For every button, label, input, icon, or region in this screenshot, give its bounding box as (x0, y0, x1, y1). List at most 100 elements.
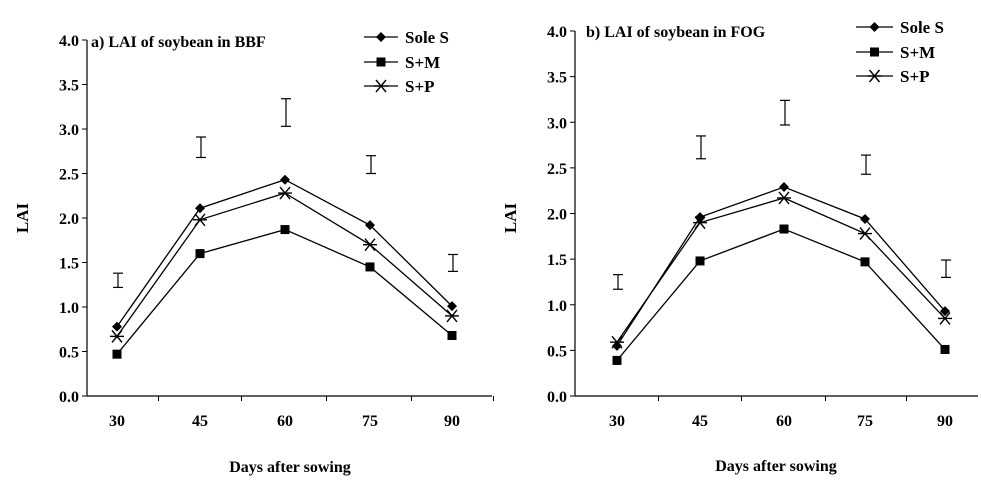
data-point (445, 309, 459, 323)
series-s-p (610, 191, 952, 349)
legend-marker (867, 69, 882, 83)
data-point (363, 238, 377, 252)
y-tick-label: 3.0 (59, 122, 79, 139)
legend-entry: S+P (856, 67, 930, 86)
series-s-m (612, 224, 950, 365)
legend-label: S+P (405, 77, 435, 96)
data-point (110, 329, 124, 343)
error-bar (113, 272, 123, 289)
y-tick-label: 0.0 (547, 389, 567, 406)
data-point (860, 213, 870, 224)
y-tick-label: 3.5 (547, 70, 567, 87)
x-tick-label: 90 (444, 413, 460, 430)
legend-label: Sole S (900, 18, 944, 37)
legend-entry: Sole S (364, 28, 449, 47)
y-tick-label: 1.0 (547, 298, 567, 315)
error-bar (780, 99, 790, 126)
data-point (777, 191, 791, 205)
data-point (280, 174, 290, 185)
data-point (938, 311, 952, 325)
data-point (610, 335, 624, 349)
y-axis-label: LAI (501, 203, 520, 234)
legend-marker (376, 57, 386, 67)
legend-marker (869, 22, 880, 32)
data-point (695, 256, 705, 266)
series-s-m (112, 225, 457, 359)
data-point (112, 349, 122, 359)
y-tick-label: 3.0 (547, 115, 567, 132)
x-tick-label: 30 (609, 413, 625, 430)
data-point (612, 355, 622, 365)
series-line (116, 228, 453, 355)
series-line (116, 192, 453, 337)
y-tick-label: 2.5 (59, 167, 79, 184)
y-tick-label: 0.5 (547, 343, 567, 360)
legend-entry: S+P (364, 77, 435, 96)
data-point (940, 344, 950, 354)
error-bar (281, 98, 291, 127)
data-point (365, 262, 375, 272)
series-s-p (110, 186, 459, 343)
y-tick-label: 1.5 (547, 252, 567, 269)
x-tick-label: 90 (937, 413, 953, 430)
x-tick-label: 60 (776, 413, 792, 430)
y-tick-label: 0.0 (59, 389, 79, 406)
x-tick-label: 60 (277, 413, 293, 430)
data-point (612, 340, 622, 351)
legend-entry: S+M (364, 53, 440, 72)
data-point (858, 227, 872, 241)
y-tick-label: 4.0 (547, 24, 567, 41)
series-line (116, 179, 453, 327)
x-axis-label: Days after sowing (229, 459, 350, 476)
data-point (365, 220, 375, 231)
legend-label: Sole S (405, 28, 449, 47)
error-bar (941, 259, 951, 278)
legend-label: S+P (900, 67, 930, 86)
y-tick-label: 2.5 (547, 161, 567, 178)
data-point (447, 301, 457, 312)
error-bar (696, 135, 706, 160)
legend-label: S+M (405, 53, 440, 72)
y-tick-label: 1.5 (59, 256, 79, 273)
chart-title: a) LAI of soybean in BBF (91, 34, 266, 51)
data-point (278, 186, 292, 200)
data-point (779, 224, 789, 234)
chart-title: b) LAI of soybean in FOG (586, 24, 766, 41)
error-bar (448, 253, 458, 272)
data-point (447, 330, 457, 340)
x-axis-label: Days after sowing (715, 458, 836, 475)
legend-entry: S+M (856, 43, 935, 62)
error-bar (366, 155, 376, 175)
y-axis-label: LAI (13, 203, 32, 234)
chart-panel-a: 0.0 0.5 1.0 1.5 2.0 2.5 3.0 3.5 4.0 30 45 60 75 90 Day… (13, 28, 494, 476)
error-bar (613, 274, 623, 290)
y-tick-label: 1.0 (59, 300, 79, 317)
data-point (195, 249, 205, 259)
series-sole-s (612, 182, 950, 351)
y-tick-label: 2.0 (547, 207, 567, 224)
series-sole-s (112, 174, 457, 332)
data-point (112, 321, 122, 332)
legend-label: S+M (900, 43, 935, 62)
data-point (193, 213, 207, 227)
x-tick-label: 45 (192, 413, 208, 430)
error-bar (196, 136, 206, 159)
data-point (940, 306, 950, 317)
data-point (695, 212, 705, 223)
legend-marker (376, 32, 386, 42)
x-tick-label: 30 (109, 413, 125, 430)
data-point (280, 225, 290, 235)
y-tick-label: 2.0 (59, 211, 79, 228)
x-tick-label: 45 (692, 413, 708, 430)
series-line (616, 228, 946, 361)
y-tick-label: 0.5 (59, 345, 79, 362)
chart-panel-b: 0.0 0.5 1.0 1.5 2.0 2.5 3.0 3.5 4.0 30 45 60 75 90 Day… (501, 18, 978, 475)
data-point (779, 182, 789, 193)
y-tick-label: 3.5 (59, 78, 79, 95)
legend-marker (374, 79, 388, 93)
data-point (195, 203, 205, 214)
legend-marker (870, 47, 879, 57)
data-point (693, 216, 707, 230)
y-tick-label: 4.0 (59, 33, 79, 50)
